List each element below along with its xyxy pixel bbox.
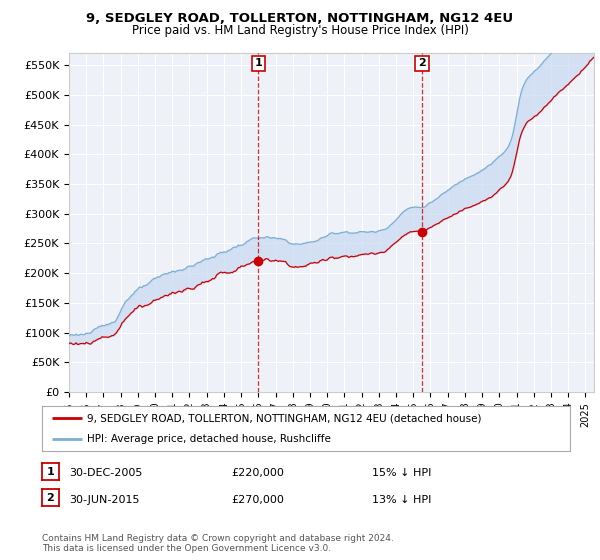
Text: 9, SEDGLEY ROAD, TOLLERTON, NOTTINGHAM, NG12 4EU (detached house): 9, SEDGLEY ROAD, TOLLERTON, NOTTINGHAM, … xyxy=(87,413,481,423)
Text: HPI: Average price, detached house, Rushcliffe: HPI: Average price, detached house, Rush… xyxy=(87,433,331,444)
Text: £270,000: £270,000 xyxy=(231,494,284,505)
Text: 9, SEDGLEY ROAD, TOLLERTON, NOTTINGHAM, NG12 4EU: 9, SEDGLEY ROAD, TOLLERTON, NOTTINGHAM, … xyxy=(86,12,514,25)
Text: 2: 2 xyxy=(418,58,426,68)
Text: 30-DEC-2005: 30-DEC-2005 xyxy=(69,468,142,478)
Text: 30-JUN-2015: 30-JUN-2015 xyxy=(69,494,139,505)
Text: 1: 1 xyxy=(254,58,262,68)
Text: 2: 2 xyxy=(47,493,54,503)
Text: 1: 1 xyxy=(47,466,54,477)
Text: £220,000: £220,000 xyxy=(231,468,284,478)
Text: Price paid vs. HM Land Registry's House Price Index (HPI): Price paid vs. HM Land Registry's House … xyxy=(131,24,469,36)
Text: 15% ↓ HPI: 15% ↓ HPI xyxy=(372,468,431,478)
Text: Contains HM Land Registry data © Crown copyright and database right 2024.
This d: Contains HM Land Registry data © Crown c… xyxy=(42,534,394,553)
Text: 13% ↓ HPI: 13% ↓ HPI xyxy=(372,494,431,505)
